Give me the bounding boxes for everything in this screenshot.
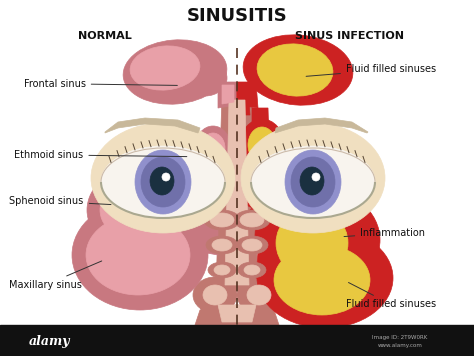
Ellipse shape bbox=[234, 210, 270, 230]
Ellipse shape bbox=[210, 213, 234, 227]
Ellipse shape bbox=[204, 210, 240, 230]
Polygon shape bbox=[237, 90, 250, 115]
Ellipse shape bbox=[274, 245, 370, 315]
Bar bbox=[0, 325, 474, 356]
Ellipse shape bbox=[251, 146, 375, 218]
Text: Frontal sinus: Frontal sinus bbox=[24, 79, 177, 89]
Ellipse shape bbox=[244, 265, 260, 275]
Text: Maxillary sinus: Maxillary sinus bbox=[9, 261, 102, 290]
Ellipse shape bbox=[214, 265, 230, 275]
Text: Sphenoid sinus: Sphenoid sinus bbox=[9, 196, 111, 206]
Ellipse shape bbox=[238, 262, 266, 278]
Ellipse shape bbox=[248, 207, 266, 223]
Ellipse shape bbox=[243, 35, 353, 105]
Text: Ethmoid sinus: Ethmoid sinus bbox=[14, 150, 187, 160]
Polygon shape bbox=[275, 118, 368, 133]
Ellipse shape bbox=[162, 173, 170, 181]
Ellipse shape bbox=[123, 40, 227, 104]
Polygon shape bbox=[237, 82, 258, 108]
Text: Fluid filled sinuses: Fluid filled sinuses bbox=[346, 283, 436, 309]
Polygon shape bbox=[225, 100, 249, 285]
Ellipse shape bbox=[91, 123, 235, 233]
Ellipse shape bbox=[100, 178, 184, 242]
Ellipse shape bbox=[135, 150, 191, 214]
Ellipse shape bbox=[101, 146, 225, 218]
Polygon shape bbox=[200, 305, 274, 325]
Ellipse shape bbox=[208, 262, 236, 278]
Text: Image ID: 2T9W0RK: Image ID: 2T9W0RK bbox=[373, 335, 428, 340]
Ellipse shape bbox=[246, 175, 270, 195]
Text: SINUS INFECTION: SINUS INFECTION bbox=[295, 31, 404, 41]
Ellipse shape bbox=[245, 192, 265, 208]
Polygon shape bbox=[105, 118, 200, 133]
Ellipse shape bbox=[240, 213, 264, 227]
Ellipse shape bbox=[260, 64, 288, 86]
Ellipse shape bbox=[201, 133, 225, 163]
Ellipse shape bbox=[87, 165, 203, 255]
Polygon shape bbox=[218, 82, 237, 108]
Polygon shape bbox=[254, 218, 275, 252]
Polygon shape bbox=[252, 108, 270, 178]
Polygon shape bbox=[256, 252, 278, 278]
Ellipse shape bbox=[248, 127, 276, 163]
Polygon shape bbox=[205, 168, 222, 210]
Polygon shape bbox=[195, 310, 218, 330]
Ellipse shape bbox=[312, 173, 320, 181]
Polygon shape bbox=[190, 225, 218, 255]
Text: Inflammation: Inflammation bbox=[344, 228, 425, 238]
Polygon shape bbox=[222, 85, 234, 104]
Ellipse shape bbox=[285, 150, 341, 214]
Ellipse shape bbox=[257, 44, 333, 96]
Ellipse shape bbox=[240, 119, 284, 171]
Ellipse shape bbox=[236, 236, 268, 254]
Ellipse shape bbox=[195, 126, 231, 170]
Ellipse shape bbox=[206, 236, 238, 254]
Ellipse shape bbox=[256, 188, 380, 292]
Ellipse shape bbox=[86, 215, 190, 295]
Polygon shape bbox=[216, 95, 258, 290]
Ellipse shape bbox=[237, 277, 281, 313]
Polygon shape bbox=[209, 170, 218, 208]
Ellipse shape bbox=[130, 46, 200, 90]
Text: SINUSITIS: SINUSITIS bbox=[187, 7, 287, 25]
Text: alamy: alamy bbox=[29, 335, 71, 347]
Ellipse shape bbox=[212, 239, 232, 251]
Polygon shape bbox=[256, 310, 279, 330]
Text: Fluid filled sinuses: Fluid filled sinuses bbox=[306, 64, 436, 76]
Ellipse shape bbox=[257, 228, 393, 328]
Text: NORMAL: NORMAL bbox=[78, 31, 132, 41]
Ellipse shape bbox=[247, 285, 271, 305]
Ellipse shape bbox=[203, 285, 227, 305]
Ellipse shape bbox=[241, 123, 385, 233]
Ellipse shape bbox=[150, 167, 174, 195]
Ellipse shape bbox=[253, 58, 297, 92]
Polygon shape bbox=[195, 205, 218, 228]
Ellipse shape bbox=[141, 157, 185, 207]
Ellipse shape bbox=[291, 157, 335, 207]
Text: www.alamy.com: www.alamy.com bbox=[378, 344, 422, 349]
Ellipse shape bbox=[242, 239, 262, 251]
Polygon shape bbox=[218, 305, 256, 322]
Ellipse shape bbox=[72, 200, 208, 310]
Ellipse shape bbox=[193, 277, 237, 313]
Ellipse shape bbox=[300, 167, 324, 195]
Ellipse shape bbox=[183, 60, 227, 96]
Ellipse shape bbox=[276, 208, 348, 278]
